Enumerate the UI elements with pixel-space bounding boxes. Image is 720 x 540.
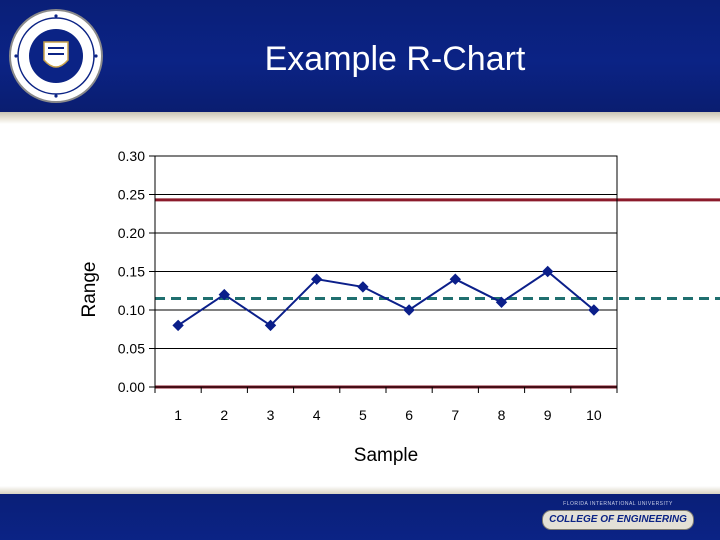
x-tick-label: 1 <box>174 407 182 423</box>
y-tick-label: 0.20 <box>118 225 145 241</box>
data-point-marker <box>449 273 462 285</box>
data-point-marker <box>264 319 277 332</box>
footer-accent-stripe <box>0 486 720 494</box>
x-tick-label: 4 <box>313 407 321 423</box>
x-tick-label: 10 <box>586 407 602 423</box>
data-point-marker <box>218 288 231 301</box>
r-chart: 0.000.050.100.150.200.250.301 2 3 4 5 6 7 8 9 10 … <box>79 148 720 466</box>
series-line <box>177 270 595 327</box>
university-seal-logo <box>9 9 103 103</box>
x-tick-label: 6 <box>405 407 413 423</box>
footer-org-text: FLORIDA INTERNATIONAL UNIVERSITY <box>563 501 673 507</box>
slide-header <box>0 0 720 112</box>
y-tick-label: 0.10 <box>118 302 145 318</box>
y-tick-label: 0.30 <box>118 148 145 164</box>
tick-labels: 0.00 0.05 0.10 0.15 0.20 0.25 0.30 1 2 3 4 5 6 7 8 9 10 <box>118 148 602 423</box>
data-point-marker <box>310 273 323 285</box>
data-point-marker <box>357 281 369 293</box>
x-tick-label: 2 <box>220 407 228 423</box>
x-axis-title: Sample <box>354 445 418 466</box>
range-series <box>172 265 600 332</box>
footer-college-text: COLLEGE OF ENGINEERING <box>542 510 694 530</box>
axes <box>149 155 618 393</box>
control-limit-lines <box>155 198 720 389</box>
college-logo-badge: FLORIDA INTERNATIONAL UNIVERSITY COLLEGE… <box>538 498 698 534</box>
header-accent-stripe <box>0 112 720 124</box>
x-tick-label: 7 <box>451 407 459 423</box>
x-tick-label: 8 <box>498 407 506 423</box>
data-point-marker <box>403 304 415 316</box>
y-tick-label: 0.00 <box>118 379 145 395</box>
x-tick-label: 5 <box>359 407 367 423</box>
y-tick-label: 0.05 <box>118 341 145 357</box>
x-tick-label: 9 <box>544 407 552 423</box>
data-point-marker <box>541 265 554 278</box>
y-tick-label: 0.25 <box>118 187 145 203</box>
y-tick-label: 0.15 <box>118 264 145 280</box>
data-point-marker <box>588 304 600 316</box>
data-point-marker <box>495 296 508 309</box>
data-point-marker <box>172 319 184 332</box>
slide-title: Example R-Chart <box>264 40 526 78</box>
x-tick-label: 3 <box>267 407 275 423</box>
y-axis-title: Range <box>79 262 100 318</box>
